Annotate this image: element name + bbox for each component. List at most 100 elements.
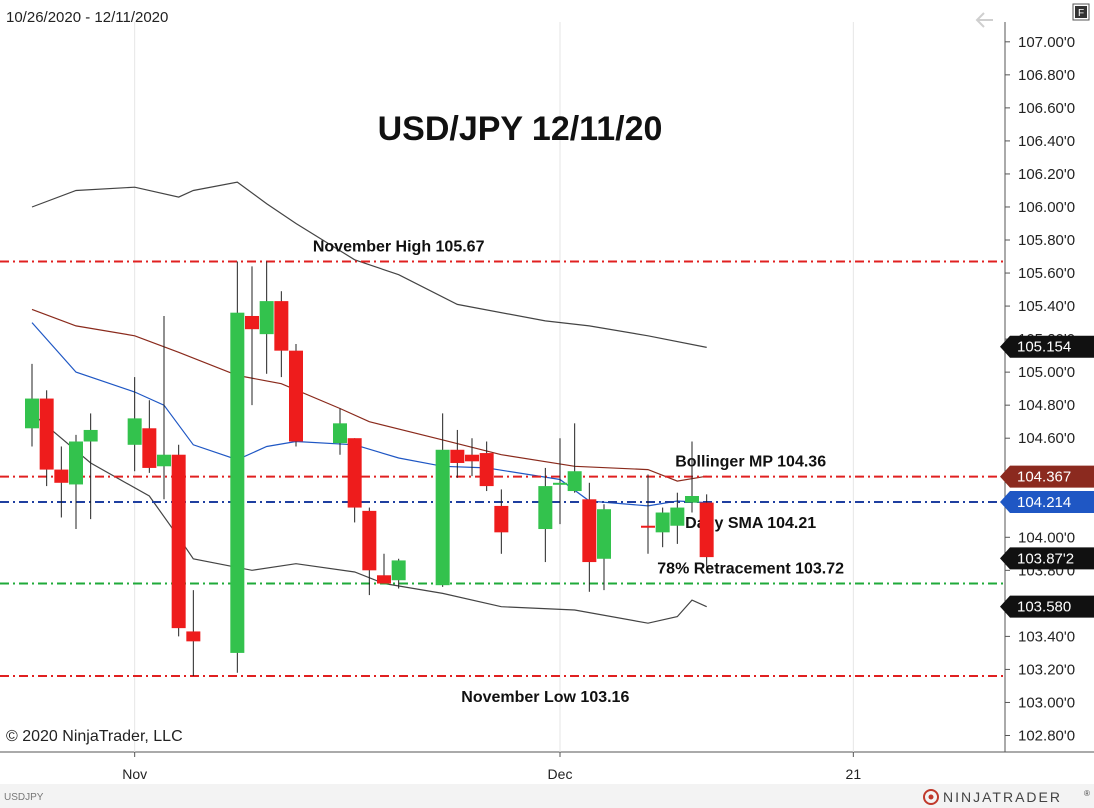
candle-body — [54, 469, 69, 483]
arrow-left-icon[interactable] — [975, 12, 993, 28]
x-tick-label: 21 — [846, 766, 862, 782]
bollinger-mid-line — [31, 308, 707, 482]
copyright: © 2020 NinjaTrader, LLC — [6, 728, 183, 745]
level-label-4: November Low 103.16 — [461, 689, 629, 706]
y-tick-label: 106.00'0 — [1018, 199, 1075, 216]
y-tick-label: 105.60'0 — [1018, 265, 1075, 282]
candle-body — [25, 398, 39, 429]
candle-body — [333, 423, 347, 444]
candle-body — [259, 301, 274, 335]
candle-body — [39, 398, 54, 470]
candle-2020-12-07 — [641, 474, 655, 554]
price-badge-label: 105.154 — [1017, 339, 1071, 356]
candle-body — [127, 418, 142, 445]
candle-body — [435, 449, 450, 586]
level-label-3: 78% Retracement 103.72 — [657, 561, 844, 578]
candle-2020-12-02 — [567, 423, 582, 493]
candle-body — [567, 471, 582, 492]
price-badge-1: 104.367 — [1000, 465, 1094, 488]
candle-body — [69, 441, 83, 485]
y-tick-label: 107.00'0 — [1018, 34, 1075, 51]
candle-2020-10-29 — [69, 434, 83, 530]
y-tick-label: 106.80'0 — [1018, 67, 1075, 84]
candle-2020-11-30 — [538, 467, 553, 563]
candle-2020-12-04 — [597, 504, 611, 591]
corner-badge-label: F — [1078, 8, 1084, 19]
candle-2020-12-08 — [655, 507, 670, 548]
candle-2020-11-25 — [465, 438, 479, 477]
corner-badge[interactable]: F — [1072, 3, 1090, 21]
candle-body — [157, 454, 171, 467]
candles — [25, 261, 714, 677]
level-label-0: November High 105.67 — [313, 238, 485, 255]
candle-2020-12-01 — [553, 438, 567, 525]
candle-2020-11-13 — [289, 344, 303, 447]
candle-body — [289, 350, 303, 442]
candle-2020-11-02 — [127, 377, 142, 472]
candle-body — [450, 449, 465, 463]
price-badge-shape — [1000, 490, 1094, 513]
ninjatrader-logo: NINJATRADER ® — [923, 789, 1090, 805]
level-label-2: Daily SMA 104.21 — [685, 515, 816, 532]
candle-body — [465, 454, 479, 462]
candle-2020-11-20 — [391, 558, 406, 589]
candle-body — [245, 315, 259, 330]
candle-body — [83, 429, 98, 442]
price-badge-4: 103.580 — [1000, 595, 1094, 618]
price-badge-label: 103.580 — [1017, 599, 1071, 616]
candle-2020-11-05 — [171, 444, 186, 637]
y-tick-label: 106.20'0 — [1018, 166, 1075, 183]
y-tick-label: 106.60'0 — [1018, 100, 1075, 117]
price-badge-shape — [1000, 547, 1094, 570]
price-badge-0: 105.154 — [1000, 335, 1094, 358]
y-tick-label: 104.00'0 — [1018, 529, 1075, 546]
horizontal-levels: November High 105.67 Bollinger MP 104.36 D… — [0, 238, 1005, 706]
candle-body — [553, 482, 567, 485]
candle-2020-12-11 — [699, 494, 714, 569]
candle-2020-11-18 — [362, 507, 377, 596]
candle-body — [377, 575, 391, 584]
candle-2020-12-09 — [670, 492, 685, 544]
candle-body — [347, 438, 362, 508]
candle-2020-11-10 — [245, 266, 259, 406]
y-tick-label: 103.20'0 — [1018, 661, 1075, 678]
candle-2020-11-26 — [479, 441, 494, 492]
price-axis-ticks: 107.00'0 106.80'0 106.60'0 106.40'0 106.20'0… — [1005, 34, 1075, 744]
candle-2020-10-28 — [54, 446, 69, 518]
x-tick-label: Dec — [548, 766, 573, 782]
candle-2020-11-04 — [157, 315, 171, 500]
price-badge-label: 103.87'2 — [1017, 550, 1074, 567]
price-badge-shape — [1000, 335, 1094, 358]
y-tick-label: 103.40'0 — [1018, 628, 1075, 645]
candle-body — [391, 560, 406, 581]
candle-2020-11-06 — [186, 590, 201, 677]
footer-bar — [0, 784, 1094, 808]
x-tick-label: Nov — [122, 766, 147, 782]
y-tick-label: 103.00'0 — [1018, 694, 1075, 711]
candle-body — [230, 312, 245, 653]
time-axis-ticks: Nov Dec 21 — [122, 752, 861, 782]
candle-body — [641, 525, 655, 528]
sma-line — [31, 322, 707, 507]
y-tick-label: 105.80'0 — [1018, 232, 1075, 249]
y-tick-label: 104.80'0 — [1018, 397, 1075, 414]
candle-body — [494, 505, 509, 533]
candle-2020-11-11 — [259, 261, 274, 374]
brand-name: NINJATRADER — [943, 789, 1062, 805]
chart-title: USD/JPY 12/11/20 — [378, 110, 663, 148]
candle-body — [699, 502, 714, 558]
price-badge-3: 103.87'2 — [1000, 547, 1094, 570]
price-badge-2: 104.214 — [1000, 490, 1094, 513]
candle-2020-10-30 — [83, 413, 98, 520]
y-tick-label: 105.40'0 — [1018, 298, 1075, 315]
candle-2020-10-26 — [25, 363, 39, 447]
candle-2020-12-03 — [582, 482, 597, 592]
candle-body — [171, 454, 186, 629]
candle-2020-10-27 — [39, 390, 54, 487]
bollinger-upper-line — [31, 181, 707, 348]
candle-body — [685, 496, 699, 503]
instrument-label: USDJPY — [4, 792, 44, 803]
candle-body — [597, 509, 611, 559]
y-tick-label: 105.00'0 — [1018, 364, 1075, 381]
